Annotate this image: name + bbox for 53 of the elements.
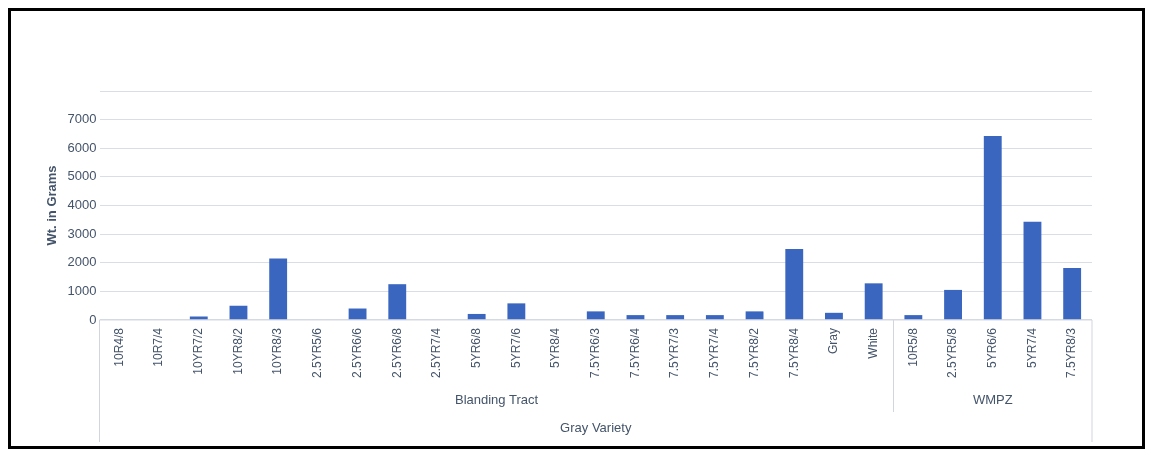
x-tick-label: 2.5YR6/8 bbox=[389, 327, 404, 379]
text: Blanding Tract bbox=[454, 391, 539, 407]
x-tick-label: 7.5YR6/3 bbox=[588, 327, 603, 379]
x-tick-label: 10R5/8 bbox=[905, 327, 920, 367]
bar bbox=[269, 258, 288, 320]
bar bbox=[983, 135, 1002, 320]
bar bbox=[1023, 221, 1042, 320]
text: WMPZ bbox=[972, 391, 1013, 407]
x-tick-label: 5YR7/6 bbox=[508, 327, 523, 368]
y-tick-label: 4000 bbox=[67, 197, 97, 213]
x-tick-label: 7.5YR7/3 bbox=[667, 327, 682, 379]
bar bbox=[785, 248, 804, 320]
x-tick-label: 10YR7/2 bbox=[191, 327, 206, 375]
x-tick-label: 2.5YR6/6 bbox=[349, 327, 364, 379]
x-tick-label: Gray bbox=[826, 327, 841, 354]
y-tick-label: 6000 bbox=[67, 139, 97, 155]
y-tick-label: 7000 bbox=[67, 111, 97, 127]
x-tick-label: 7.5YR8/4 bbox=[786, 327, 801, 379]
bar bbox=[586, 311, 605, 320]
y-tick-label: 2000 bbox=[67, 254, 97, 270]
y-tick-label: 3000 bbox=[67, 225, 97, 241]
x-tick-label: 7.5YR7/4 bbox=[707, 327, 722, 379]
bar bbox=[944, 289, 962, 320]
bar bbox=[467, 313, 486, 320]
x-tick-label: 5YR8/4 bbox=[548, 327, 563, 368]
bar bbox=[904, 315, 923, 320]
x-tick-label: 5YR6/8 bbox=[468, 327, 483, 368]
x-tick-label: White bbox=[865, 327, 880, 359]
x-tick-label: 10R7/4 bbox=[151, 327, 166, 367]
y-tick-label: 1000 bbox=[67, 282, 97, 298]
bar bbox=[507, 303, 526, 320]
bar bbox=[1063, 267, 1082, 320]
x-tick-label: 10R4/8 bbox=[111, 327, 126, 367]
y-tick-label: 0 bbox=[89, 311, 97, 327]
x-axis-title: Gray Variety bbox=[560, 419, 632, 435]
x-tick-label: 2.5YR5/6 bbox=[310, 327, 325, 379]
x-tick-label: 10YR8/2 bbox=[230, 327, 245, 375]
y-tick-label: 5000 bbox=[67, 168, 97, 184]
x-tick-label: 7.5YR8/3 bbox=[1064, 327, 1079, 379]
x-tick-label: 10YR8/3 bbox=[270, 327, 285, 375]
x-tick-label: 7.5YR6/4 bbox=[627, 327, 642, 379]
bar bbox=[825, 312, 843, 320]
bar bbox=[705, 315, 724, 320]
x-tick-label: 2.5YR7/4 bbox=[429, 327, 444, 379]
bar bbox=[388, 284, 407, 320]
x-tick-label: 5YR7/4 bbox=[1024, 327, 1039, 368]
x-tick-label: 2.5YR5/8 bbox=[945, 327, 960, 379]
x-tick-label: 7.5YR8/2 bbox=[746, 327, 761, 379]
x-tick-label: 5YR6/6 bbox=[985, 327, 1000, 368]
bar bbox=[745, 311, 764, 320]
y-axis-title: Wt. in Grams bbox=[44, 165, 60, 246]
bar bbox=[666, 315, 685, 320]
bar bbox=[864, 283, 883, 320]
